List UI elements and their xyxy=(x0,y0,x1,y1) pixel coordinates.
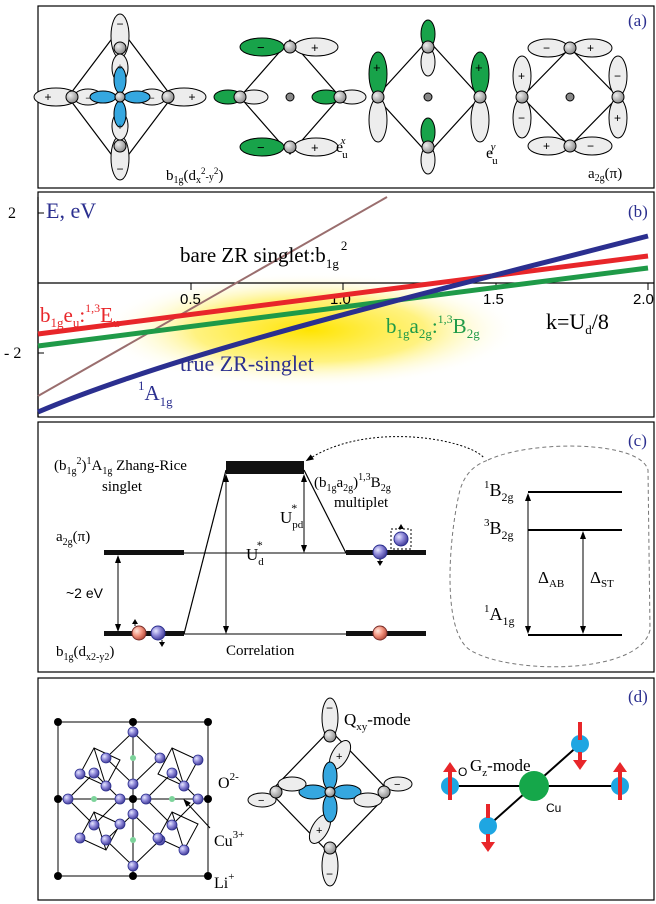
y-tick-2: 2 xyxy=(8,205,16,222)
b1g-orbital-label: b1g(dx2-y2) xyxy=(166,166,223,186)
svg-text:−: − xyxy=(258,795,264,807)
svg-text:−: − xyxy=(587,139,594,153)
o-atom-bottom xyxy=(479,817,497,835)
panel-a-tag: (a) xyxy=(628,11,647,30)
li-label: Li+ xyxy=(214,871,234,892)
true-zr-singlet-label: true ZR-singlet xyxy=(180,351,314,376)
b1g-orbital-diagram: − − + + + + − − xyxy=(33,13,207,181)
panel-c: (c) (b1g2)1A1g Zhang-Rice singlet (b1ga2… xyxy=(37,421,655,673)
qxy-mode-label: Qxy-mode xyxy=(344,710,411,733)
panel-c-tag: (c) xyxy=(628,431,647,450)
zoom-arrow xyxy=(305,436,485,462)
svg-text:−: − xyxy=(326,701,333,715)
euy-orbital-diagram: + + xyxy=(368,19,490,175)
two-ev-label: ~2 eV xyxy=(66,585,104,601)
svg-text:−: − xyxy=(326,867,333,881)
a1g-label: 1A1g xyxy=(138,378,173,409)
svg-text:+: + xyxy=(316,825,322,837)
eux-orbital-label: eux xyxy=(336,135,348,161)
multiplet-b1g-electron xyxy=(372,625,388,641)
svg-text:−: − xyxy=(149,93,154,103)
inset-b2g3-label: 3B2g xyxy=(484,517,514,542)
svg-text:+: + xyxy=(336,751,342,763)
svg-text:−: − xyxy=(85,93,90,103)
zr-singlet-label-line2: singlet xyxy=(102,479,143,495)
gz-mode-label: Gz-mode xyxy=(470,756,531,779)
qxy-mode-diagram: − − − − + + xyxy=(247,697,413,887)
svg-text:+: + xyxy=(373,60,381,75)
svg-text:+: + xyxy=(543,139,550,153)
svg-text:−: − xyxy=(518,111,525,125)
multiplet-electron xyxy=(372,544,388,560)
a2g-orbital-label: a2g(π) xyxy=(588,166,622,184)
svg-text:−: − xyxy=(543,41,550,55)
eux-orbital-diagram: − + − + xyxy=(213,37,367,157)
delta-st-label: ΔST xyxy=(590,568,614,590)
panel-d-tag: (d) xyxy=(628,687,648,706)
svg-text:−: − xyxy=(257,140,265,155)
zr-singlet-label: (b1g2)1A1g Zhang-Rice xyxy=(54,456,187,477)
o-atom-top xyxy=(571,735,589,753)
euy-orbital-label: euy xyxy=(486,141,498,167)
svg-text:+: + xyxy=(311,40,319,55)
ud-label: Ud* xyxy=(246,538,264,568)
svg-text:+: + xyxy=(117,62,122,72)
x-tick-1-5: 1.5 xyxy=(483,291,504,308)
delta-ab-label: ΔAB xyxy=(538,568,564,590)
correlation-label: Correlation xyxy=(226,643,295,659)
gz-mode-diagram xyxy=(441,722,629,852)
cu3-label: Cu3+ xyxy=(214,829,244,850)
b1g-level-label: b1g(dx2-y2) xyxy=(56,644,114,663)
x-tick-2-0: 2.0 xyxy=(633,291,654,308)
panel-b: (b) 2 - 2 E, eV 0.5 1.0 1.5 2.0 bare ZR … xyxy=(4,191,655,418)
svg-text:+: + xyxy=(518,69,525,83)
upd-label: Upd* xyxy=(280,501,304,531)
o2-label: O2- xyxy=(218,771,239,792)
panel-d-frame xyxy=(37,677,655,901)
svg-text:−: − xyxy=(394,779,400,791)
b1g-electron-2 xyxy=(150,625,166,641)
svg-text:+: + xyxy=(475,60,483,75)
multiplet-label: (b1ga2g)1,3B2g xyxy=(314,472,391,494)
svg-text:+: + xyxy=(44,90,51,104)
svg-text:+: + xyxy=(614,111,621,125)
inset-bubble xyxy=(449,445,651,668)
svg-text:+: + xyxy=(188,90,195,104)
bare-zr-singlet-label: bare ZR singlet:b1g2 xyxy=(180,238,347,271)
bare-zr-singlet-line xyxy=(37,196,388,397)
x-axis-label: k=Ud/8 xyxy=(546,309,609,337)
multiplet-label-line2: multiplet xyxy=(334,495,389,511)
a2g-orbital-diagram: − + + − + − − + xyxy=(512,38,628,156)
inset-b2g1-label: 1B2g xyxy=(484,479,514,504)
panel-c-frame xyxy=(37,421,655,673)
o-atom-label: O xyxy=(458,765,467,779)
inset-a1g-label: 1A1g xyxy=(484,603,515,628)
y-tick-minus-2: - 2 xyxy=(4,345,21,362)
svg-text:+: + xyxy=(311,140,319,155)
b1g-electron-1 xyxy=(131,625,147,641)
b1g-a2g-line xyxy=(37,265,649,349)
svg-text:−: − xyxy=(116,17,123,31)
svg-text:−: − xyxy=(614,69,621,83)
svg-text:+: + xyxy=(587,41,594,55)
svg-text:−: − xyxy=(257,40,265,55)
b1g-a2g-label: b1ga2g:1,3B2g xyxy=(386,312,480,341)
svg-text:+: + xyxy=(117,122,122,132)
cu-atom-label: Cu xyxy=(546,801,561,815)
a2g-level-label: a2g(π) xyxy=(56,529,90,548)
b1g-eu-label: b1geu:1,3Eu xyxy=(40,301,120,330)
b1g-eu-line xyxy=(37,253,649,337)
x-tick-0-5: 0.5 xyxy=(180,291,201,308)
cu-atom xyxy=(519,771,549,801)
panel-a: (a) − − + + + + − xyxy=(33,5,655,189)
a2g-level-bar xyxy=(104,550,184,555)
zr-level-bar xyxy=(226,461,304,474)
svg-text:−: − xyxy=(116,162,123,176)
lattice-diagram xyxy=(54,718,212,880)
true-zr-singlet-curve xyxy=(37,233,649,415)
panel-b-tag: (b) xyxy=(628,202,648,221)
y-axis-label: E, eV xyxy=(46,198,96,223)
panel-d: (d) xyxy=(37,677,655,901)
